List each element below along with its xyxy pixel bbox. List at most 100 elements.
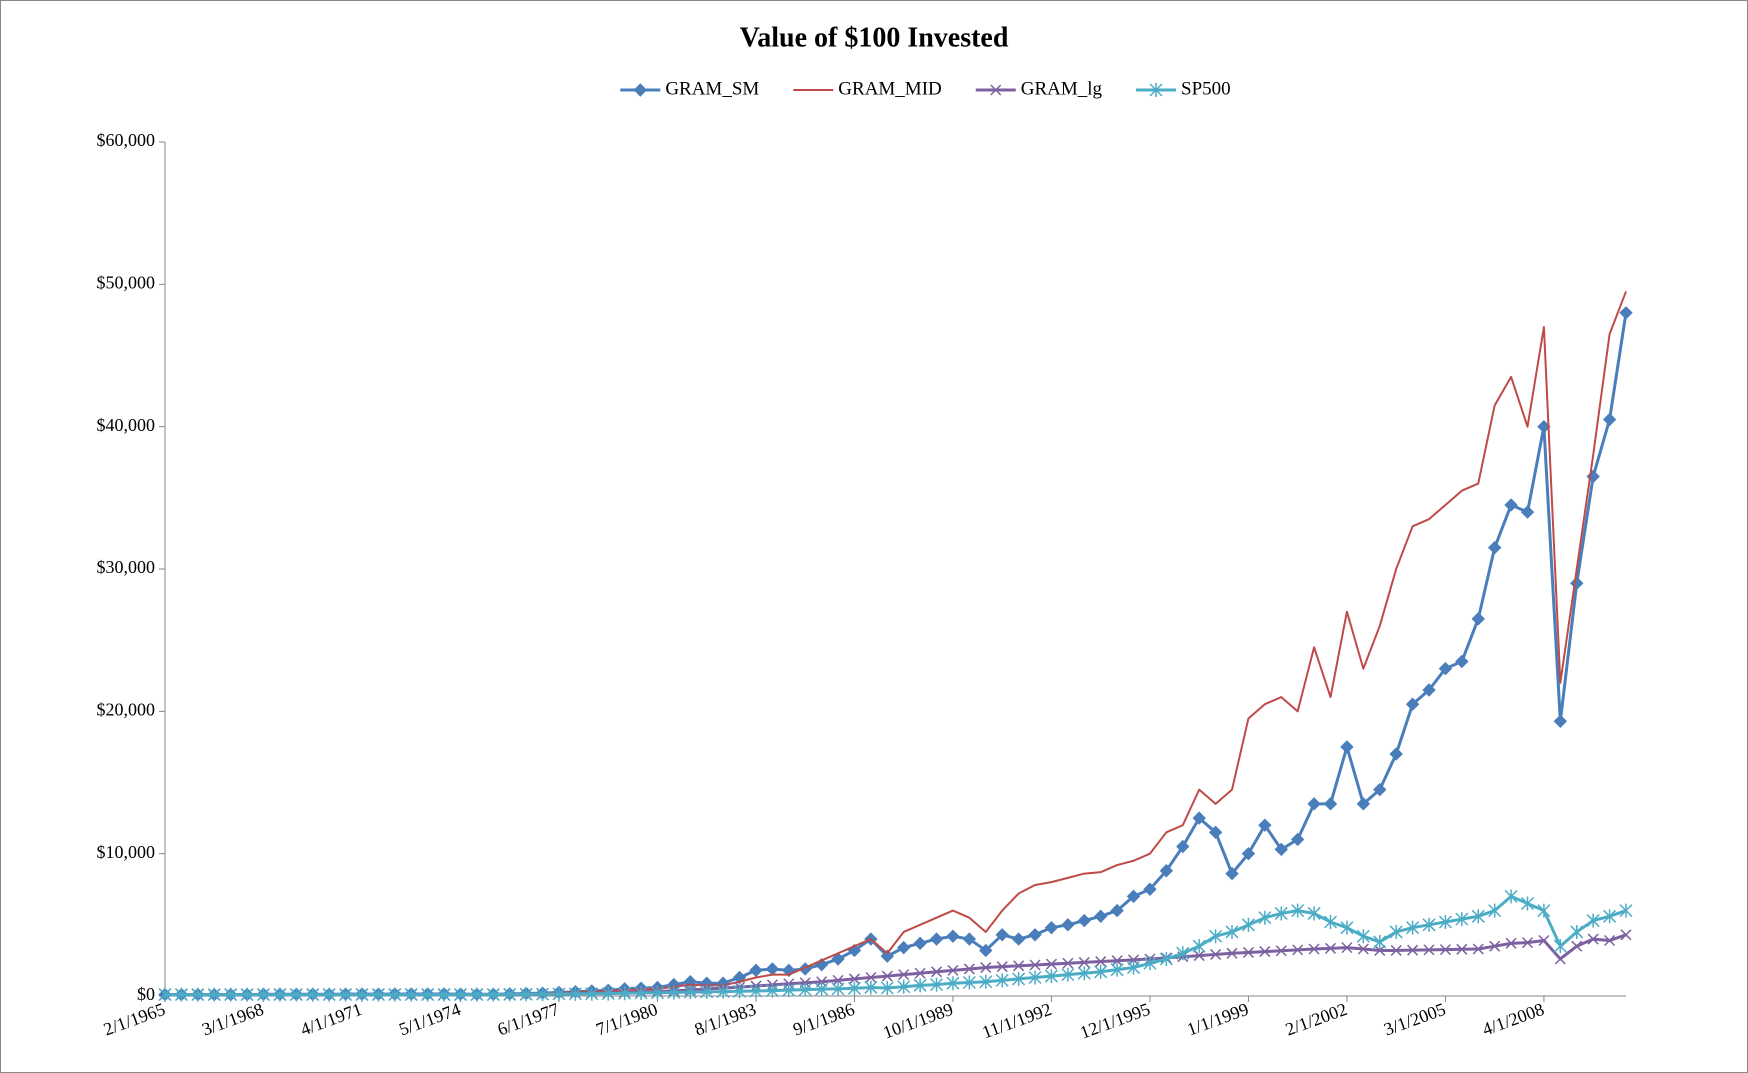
point — [1422, 683, 1436, 697]
y-tick-label: $10,000 — [97, 842, 156, 862]
point — [1307, 797, 1321, 811]
point — [1308, 943, 1320, 955]
point — [1176, 839, 1190, 854]
point — [880, 949, 894, 963]
point — [962, 932, 977, 946]
point — [749, 984, 763, 999]
point — [1029, 959, 1041, 971]
point — [847, 981, 861, 996]
point — [782, 963, 796, 978]
point — [536, 987, 550, 1002]
point — [1225, 924, 1239, 939]
point — [1208, 825, 1223, 840]
point — [1192, 939, 1206, 954]
point — [798, 962, 812, 976]
point — [1323, 914, 1338, 929]
point — [1258, 910, 1272, 925]
point — [339, 987, 353, 1002]
point — [979, 974, 993, 989]
point — [1077, 966, 1091, 981]
point — [1013, 960, 1025, 972]
y-tick-label: $50,000 — [97, 272, 156, 292]
point — [1110, 962, 1124, 977]
chart-title: Value of $100 Invested — [740, 22, 1009, 53]
y-tick-label: $60,000 — [97, 130, 156, 150]
point — [1210, 948, 1222, 960]
legend-item: GRAM_SM — [620, 78, 759, 99]
point — [1241, 917, 1255, 932]
point — [1241, 846, 1256, 861]
point — [798, 982, 812, 997]
legend-item: SP500 — [1136, 78, 1231, 99]
legend-label: GRAM_SM — [665, 78, 759, 99]
point — [815, 982, 829, 997]
point — [831, 952, 845, 966]
point — [1209, 929, 1223, 944]
point — [1374, 944, 1386, 956]
point — [1274, 906, 1288, 921]
point — [1062, 957, 1074, 969]
point — [552, 987, 566, 1002]
point — [1554, 953, 1566, 965]
point — [470, 987, 484, 1002]
point — [322, 987, 336, 1002]
point — [1274, 842, 1288, 857]
point — [191, 987, 205, 1002]
point — [1489, 940, 1501, 952]
point — [716, 984, 730, 999]
point — [1553, 939, 1567, 954]
point — [1505, 937, 1517, 949]
point — [1159, 951, 1173, 966]
point — [207, 987, 221, 1002]
point — [898, 969, 910, 981]
point — [1110, 903, 1124, 918]
point — [1406, 920, 1420, 935]
point — [1044, 920, 1059, 935]
point — [1356, 797, 1371, 811]
point — [832, 974, 844, 986]
point — [1028, 970, 1042, 985]
point — [897, 979, 911, 994]
point — [1553, 714, 1568, 729]
point — [585, 986, 599, 1001]
point — [240, 987, 254, 1002]
line — [165, 894, 1627, 997]
point — [930, 977, 944, 992]
point — [1028, 928, 1042, 942]
point — [568, 986, 582, 1001]
point — [1258, 818, 1272, 832]
point — [1341, 942, 1353, 954]
point — [1143, 882, 1157, 896]
point — [224, 987, 238, 1002]
point — [1619, 306, 1633, 320]
point — [437, 987, 451, 1002]
point — [1570, 924, 1584, 939]
point — [962, 975, 976, 990]
point — [1061, 967, 1075, 982]
point — [1604, 934, 1616, 947]
point — [1373, 782, 1387, 797]
point — [995, 928, 1009, 942]
point — [931, 966, 943, 978]
point — [979, 943, 993, 958]
point — [1439, 944, 1451, 956]
point — [1520, 896, 1535, 911]
point — [1159, 864, 1174, 878]
point — [1455, 654, 1469, 669]
point — [273, 987, 287, 1002]
point — [1077, 913, 1091, 928]
point — [1323, 797, 1338, 811]
point — [1438, 914, 1452, 929]
point — [1521, 937, 1534, 949]
point — [1405, 697, 1420, 711]
point — [1603, 909, 1617, 924]
y-tick-label: $40,000 — [97, 415, 156, 435]
point — [1126, 960, 1141, 975]
point — [1504, 889, 1518, 904]
point — [1094, 964, 1108, 979]
point — [1061, 918, 1075, 932]
point — [880, 981, 894, 996]
point — [1390, 944, 1402, 956]
point — [1095, 956, 1107, 968]
